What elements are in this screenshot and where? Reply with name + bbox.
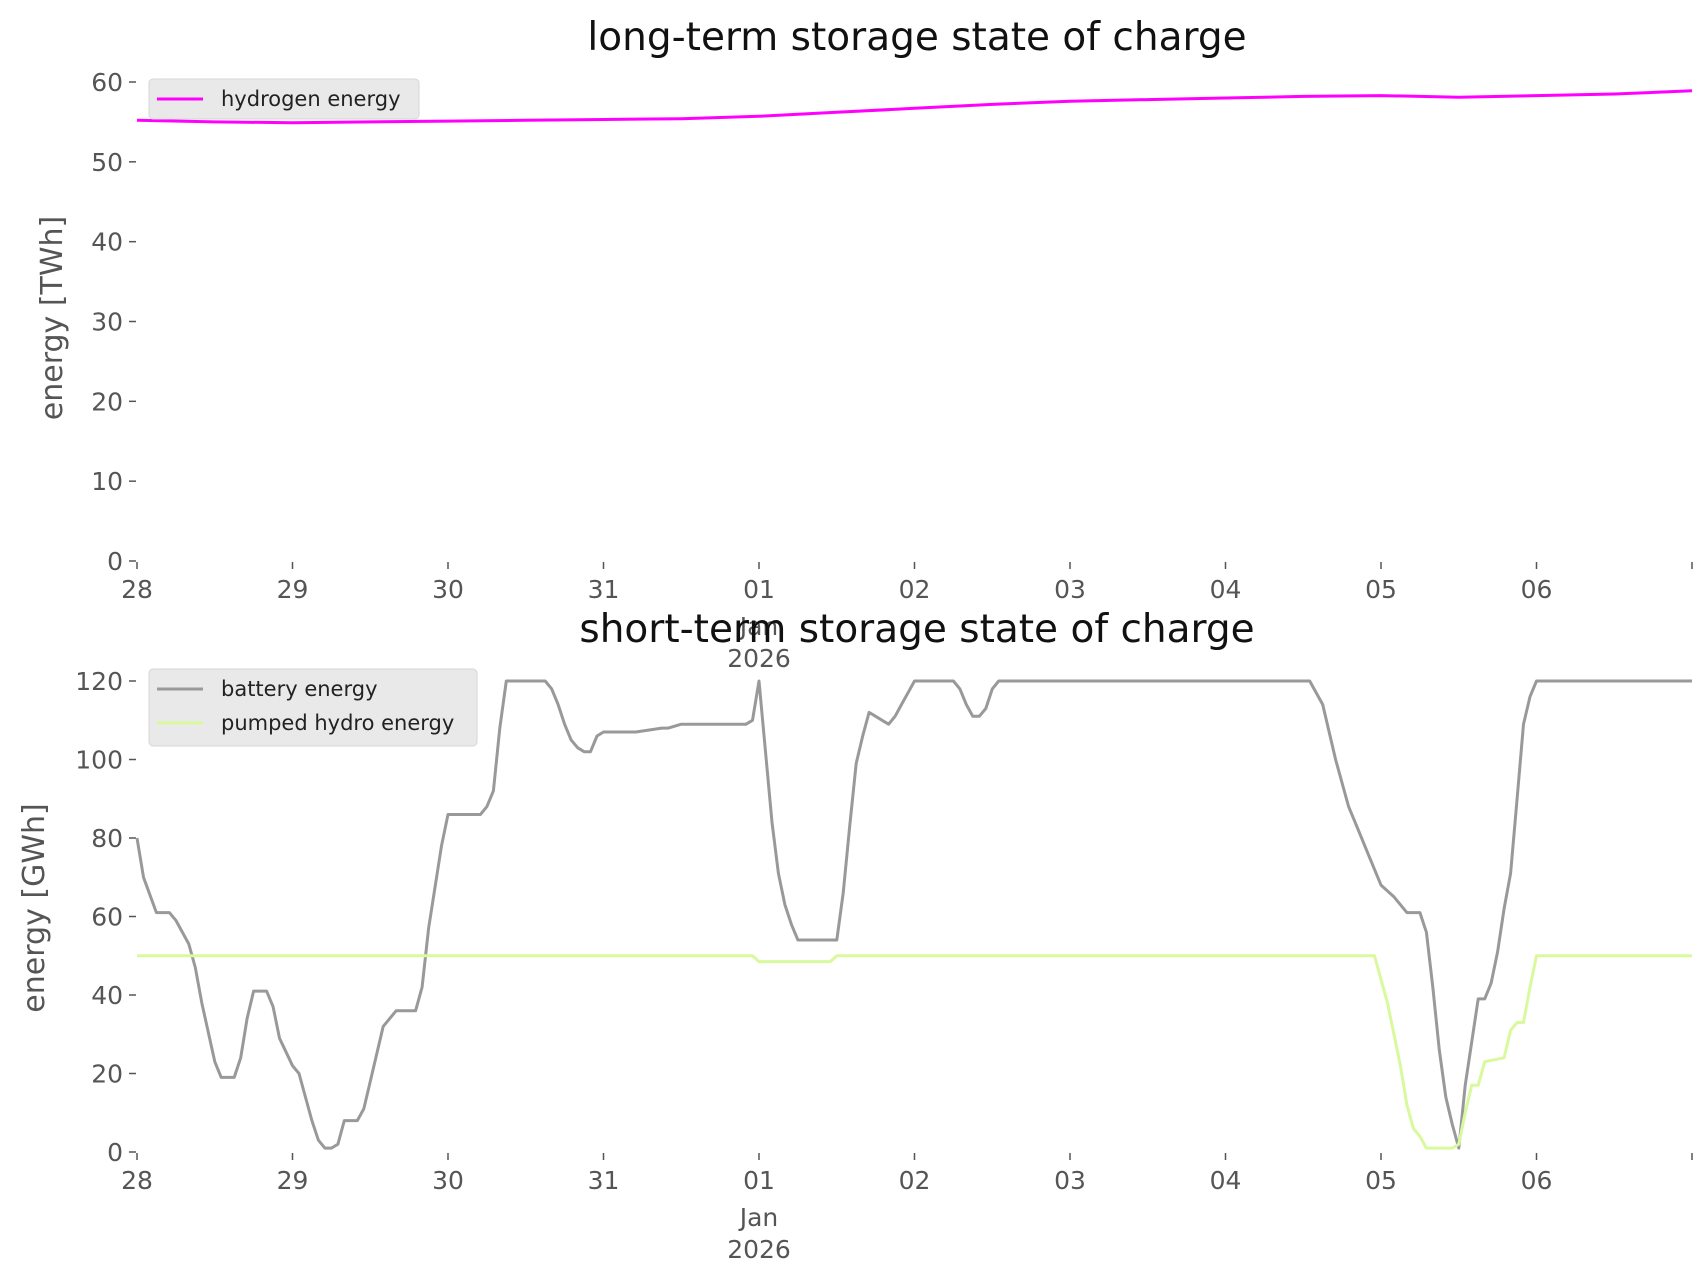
x-tick-label: 02 — [899, 575, 931, 604]
x-tick-label: 01 — [743, 575, 775, 604]
series-group — [135, 679, 1692, 1150]
series-line — [136, 89, 1693, 125]
y-tick-label: 0 — [107, 1138, 123, 1167]
x-tick-label: 31 — [588, 575, 620, 604]
y-axis: 0 10 20 30 40 50 60 — [91, 68, 136, 576]
legend-entry-label: battery energy — [221, 677, 378, 701]
x-tick-label: 31 — [588, 1166, 620, 1195]
x-tick-label: 04 — [1210, 1166, 1242, 1195]
legend-box — [148, 668, 478, 747]
x-tick-label: 30 — [432, 1166, 464, 1195]
x-tick-sublabel: 2026 — [727, 1235, 791, 1264]
chart-title: long-term storage state of charge — [587, 15, 1246, 60]
y-tick-label: 100 — [75, 746, 123, 775]
y-tick-label: 120 — [75, 667, 123, 696]
legend-box — [148, 78, 420, 120]
x-tick-label: 03 — [1054, 575, 1086, 604]
x-tick-sublabel: 2026 — [727, 644, 791, 673]
y-tick-label: 60 — [91, 68, 123, 97]
x-axis: 28 29 30 31 01 Jan 2026 02 03 04 05 06 — [121, 1153, 1693, 1264]
y-axis-label: energy [TWh] — [35, 216, 70, 420]
y-tick-label: 10 — [91, 467, 123, 496]
chart-title: short-term storage state of charge — [579, 607, 1254, 652]
x-tick-sublabel: Jan — [738, 612, 779, 641]
x-tick-label: 29 — [277, 575, 309, 604]
x-tick-sublabel: Jan — [738, 1203, 779, 1232]
x-tick-label: 30 — [432, 575, 464, 604]
y-tick-label: 20 — [91, 387, 123, 416]
x-tick-label: 04 — [1210, 575, 1242, 604]
x-tick-label: 01 — [743, 1166, 775, 1195]
x-tick-label: 02 — [899, 1166, 931, 1195]
series-line — [135, 679, 1692, 1150]
short-term-storage-chart: short-term storage state of charge energ… — [17, 607, 1693, 1264]
y-tick-label: 80 — [91, 824, 123, 853]
x-axis: 28 29 30 31 01 Jan 2026 02 03 04 05 06 — [121, 562, 1693, 673]
x-tick-label: 29 — [277, 1166, 309, 1195]
series-line — [137, 954, 1692, 1150]
x-tick-label: 03 — [1054, 1166, 1086, 1195]
y-tick-label: 0 — [107, 547, 123, 576]
legend: hydrogen energy — [148, 78, 420, 120]
x-tick-label: 28 — [121, 1166, 153, 1195]
legend: battery energy pumped hydro energy — [148, 668, 478, 747]
legend-entry-label: pumped hydro energy — [221, 711, 454, 735]
x-tick-label: 06 — [1521, 1166, 1553, 1195]
y-axis: 0 20 40 60 80 100 120 — [75, 667, 136, 1167]
long-term-storage-chart: long-term storage state of charge energy… — [35, 15, 1693, 673]
legend-entry-label: hydrogen energy — [221, 87, 401, 111]
x-tick-label: 06 — [1521, 575, 1553, 604]
x-tick-label: 05 — [1365, 1166, 1397, 1195]
x-tick-label: 05 — [1365, 575, 1397, 604]
y-tick-label: 40 — [91, 981, 123, 1010]
y-tick-label: 20 — [91, 1060, 123, 1089]
y-tick-label: 30 — [91, 308, 123, 337]
y-tick-label: 60 — [91, 903, 123, 932]
series-group — [136, 89, 1693, 125]
x-tick-label: 28 — [121, 575, 153, 604]
y-tick-label: 50 — [91, 148, 123, 177]
y-axis-label: energy [GWh] — [17, 803, 52, 1012]
y-tick-label: 40 — [91, 228, 123, 257]
